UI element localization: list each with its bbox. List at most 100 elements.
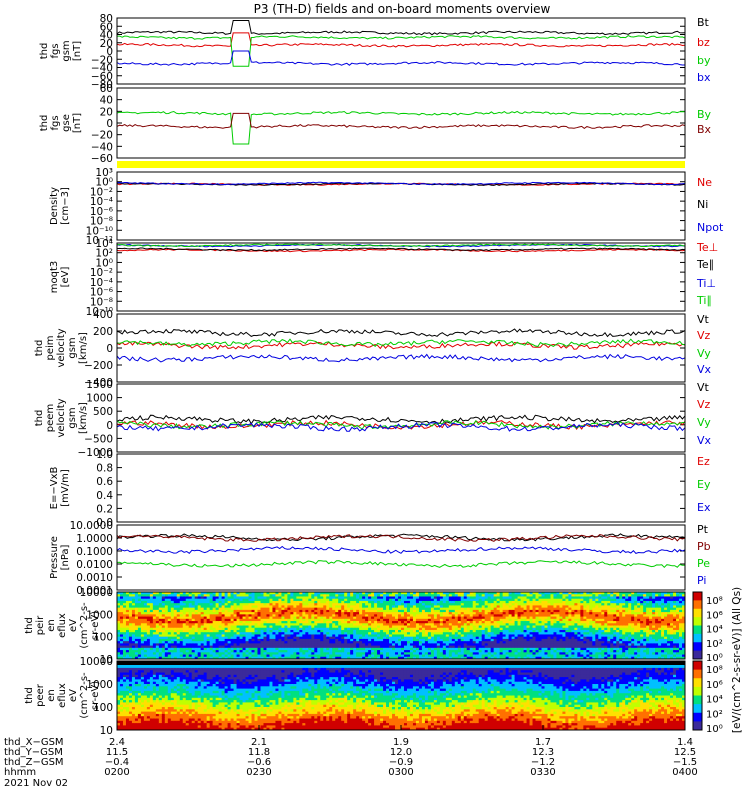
heat-cell xyxy=(538,612,543,615)
heat-cell xyxy=(182,638,187,642)
heat-cell xyxy=(574,600,578,604)
heat-cell xyxy=(457,594,462,597)
heat-cell xyxy=(302,594,306,597)
heat-cell xyxy=(350,656,354,660)
ytick-label: 10000 xyxy=(80,587,113,599)
heat-cell xyxy=(445,614,450,618)
heat-cell xyxy=(314,596,318,600)
heat-cell xyxy=(305,603,309,606)
heat-cell xyxy=(170,607,175,611)
panel-fgs-gsm: thd fgs gsm [nT]806040200−20−40−60−80Btbzby… xyxy=(39,13,711,91)
heat-cell xyxy=(514,623,519,626)
heat-cell xyxy=(314,656,318,660)
heat-cell xyxy=(167,614,172,618)
heat-cell xyxy=(317,621,321,624)
heat-cell xyxy=(538,645,543,649)
heat-cell xyxy=(152,594,157,597)
heat-cell xyxy=(544,643,548,647)
heat-cell xyxy=(158,625,163,629)
heat-cell xyxy=(472,629,477,633)
heat-cell xyxy=(230,656,235,660)
heat-cell xyxy=(191,629,196,633)
heat-cell xyxy=(314,621,318,624)
heat-cell xyxy=(158,621,163,624)
heat-cell xyxy=(317,623,321,626)
heat-cell xyxy=(415,645,420,649)
legend-Pb: Pb xyxy=(697,540,711,553)
heat-cell xyxy=(520,598,525,602)
heat-cell xyxy=(188,598,193,602)
heat-cell xyxy=(218,609,223,613)
heat-cell xyxy=(239,600,244,604)
heat-cell xyxy=(218,594,223,597)
heat-cell xyxy=(161,616,166,620)
heat-cell xyxy=(185,623,190,626)
heat-cell xyxy=(436,605,441,609)
heat-cell xyxy=(415,607,420,611)
heat-cell xyxy=(559,614,563,618)
heat-cell xyxy=(565,614,569,618)
heat-cell xyxy=(332,627,336,631)
heat-cell xyxy=(523,645,528,649)
heat-cell xyxy=(580,621,584,624)
heat-cell xyxy=(224,650,229,653)
heat-cell xyxy=(287,614,291,618)
heat-cell xyxy=(439,636,444,640)
heat-cell xyxy=(350,654,354,658)
heat-cell xyxy=(281,623,285,626)
heat-cell xyxy=(526,618,531,622)
heat-cell xyxy=(547,596,551,600)
heat-cell xyxy=(541,616,545,620)
heat-cell xyxy=(574,621,578,624)
heat-cell xyxy=(209,652,214,656)
heat-cell xyxy=(170,652,175,656)
heat-cell xyxy=(415,652,420,656)
heat-cell xyxy=(386,629,390,633)
heat-cell xyxy=(451,592,456,595)
heat-cell xyxy=(526,598,531,602)
heat-cell xyxy=(209,647,214,651)
heat-cell xyxy=(326,623,330,626)
heat-cell xyxy=(412,647,417,651)
heat-cell xyxy=(155,596,160,600)
heat-cell xyxy=(296,616,300,620)
heat-cell xyxy=(568,650,572,653)
heat-cell xyxy=(347,618,351,622)
heat-cell xyxy=(463,634,468,638)
heat-cell xyxy=(188,605,193,609)
heat-cell xyxy=(272,625,276,629)
heat-cell xyxy=(442,594,447,597)
heat-cell xyxy=(508,656,513,660)
heat-cell xyxy=(179,612,184,615)
heat-cell xyxy=(146,654,151,658)
heat-cell xyxy=(281,627,285,631)
heat-cell xyxy=(580,596,584,600)
heat-cell xyxy=(305,636,309,640)
heat-cell xyxy=(134,603,139,606)
heat-cell xyxy=(412,600,417,604)
heat-cell xyxy=(371,656,375,660)
heat-cell xyxy=(197,647,202,651)
heat-cell xyxy=(293,634,297,638)
heat-cell xyxy=(164,647,169,651)
heat-cell xyxy=(553,647,557,651)
heat-cell xyxy=(188,623,193,626)
heat-cell xyxy=(167,592,172,595)
heat-cell xyxy=(580,592,584,595)
heat-cell xyxy=(550,636,554,640)
heat-cell xyxy=(466,636,471,640)
ylabel-line: [cm−3] xyxy=(60,187,71,225)
heat-cell xyxy=(466,643,471,647)
heat-cell xyxy=(164,627,169,631)
heat-cell xyxy=(326,598,330,602)
heat-cell xyxy=(167,621,172,624)
heat-cell xyxy=(460,656,465,660)
heat-cell xyxy=(197,632,202,635)
heat-cell xyxy=(454,636,459,640)
ytick-label: 0.6 xyxy=(96,476,113,488)
heat-cell xyxy=(520,618,525,622)
heat-cell xyxy=(565,616,569,620)
heat-cell xyxy=(371,605,375,609)
heat-cell xyxy=(475,629,480,633)
heat-cell xyxy=(284,609,288,613)
